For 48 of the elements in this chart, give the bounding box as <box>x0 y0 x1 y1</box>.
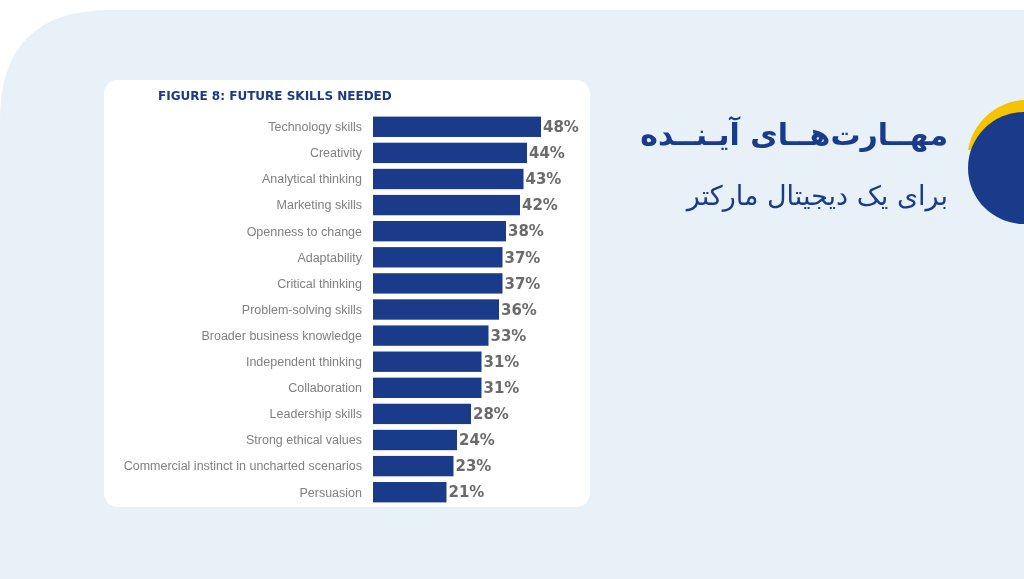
y-tick-label: Independent thinking <box>245 355 363 370</box>
bar <box>373 168 524 190</box>
y-tick-label: Strong ethical values <box>245 433 362 448</box>
data-label: 37% <box>504 274 541 293</box>
data-label: 37% <box>504 248 541 267</box>
data-label: 24% <box>459 431 495 450</box>
bar <box>373 455 454 477</box>
data-label: 38% <box>508 222 544 241</box>
data-label: 42% <box>522 196 558 215</box>
data-label: 43% <box>525 170 562 189</box>
bar <box>373 377 482 398</box>
bar <box>373 403 471 425</box>
bar <box>373 351 482 372</box>
text: FIGURE 8: FUTURE SKILLS NEEDED <box>158 89 392 103</box>
y-tick-label: Collaboration <box>288 381 363 396</box>
data-label: 21% <box>448 483 485 502</box>
data-label: 48% <box>543 118 579 137</box>
y-tick-label: Leadership skills <box>269 407 362 422</box>
data-label: 33% <box>490 326 527 345</box>
bar <box>373 482 447 503</box>
bar <box>373 273 503 294</box>
y-tick-label: Critical thinking <box>277 276 363 291</box>
text: برای یک دیجیتال مارکتر <box>684 180 948 212</box>
bar <box>373 221 506 242</box>
text: مهــارت‌هــای آیـنــده <box>640 116 948 152</box>
y-tick-label: Marketing skills <box>276 198 362 213</box>
bar <box>373 429 457 451</box>
bar <box>373 116 541 137</box>
data-label: 36% <box>501 300 537 319</box>
y-tick-label: Persuasion <box>299 485 363 500</box>
y-tick-label: Technology skills <box>268 120 362 135</box>
data-label: 31% <box>483 379 520 398</box>
data-label: 23% <box>455 457 492 476</box>
bar <box>373 142 527 164</box>
data-label: 31% <box>483 352 520 371</box>
y-tick-label: Adaptability <box>297 250 363 265</box>
y-tick-label: Analytical thinking <box>261 172 363 187</box>
y-tick-label: Openness to change <box>246 224 363 239</box>
data-label: 28% <box>473 405 509 424</box>
y-tick-label: Broader business knowledge <box>201 328 363 343</box>
bar <box>373 247 503 268</box>
y-tick-label: Problem-solving skills <box>241 302 362 317</box>
y-tick-label: Commercial instinct in uncharted scenarios <box>123 459 362 474</box>
y-tick-label: Creativity <box>309 146 363 161</box>
bar <box>373 194 520 216</box>
data-label: 44% <box>529 144 565 163</box>
bar <box>373 325 489 346</box>
bar <box>373 299 499 320</box>
